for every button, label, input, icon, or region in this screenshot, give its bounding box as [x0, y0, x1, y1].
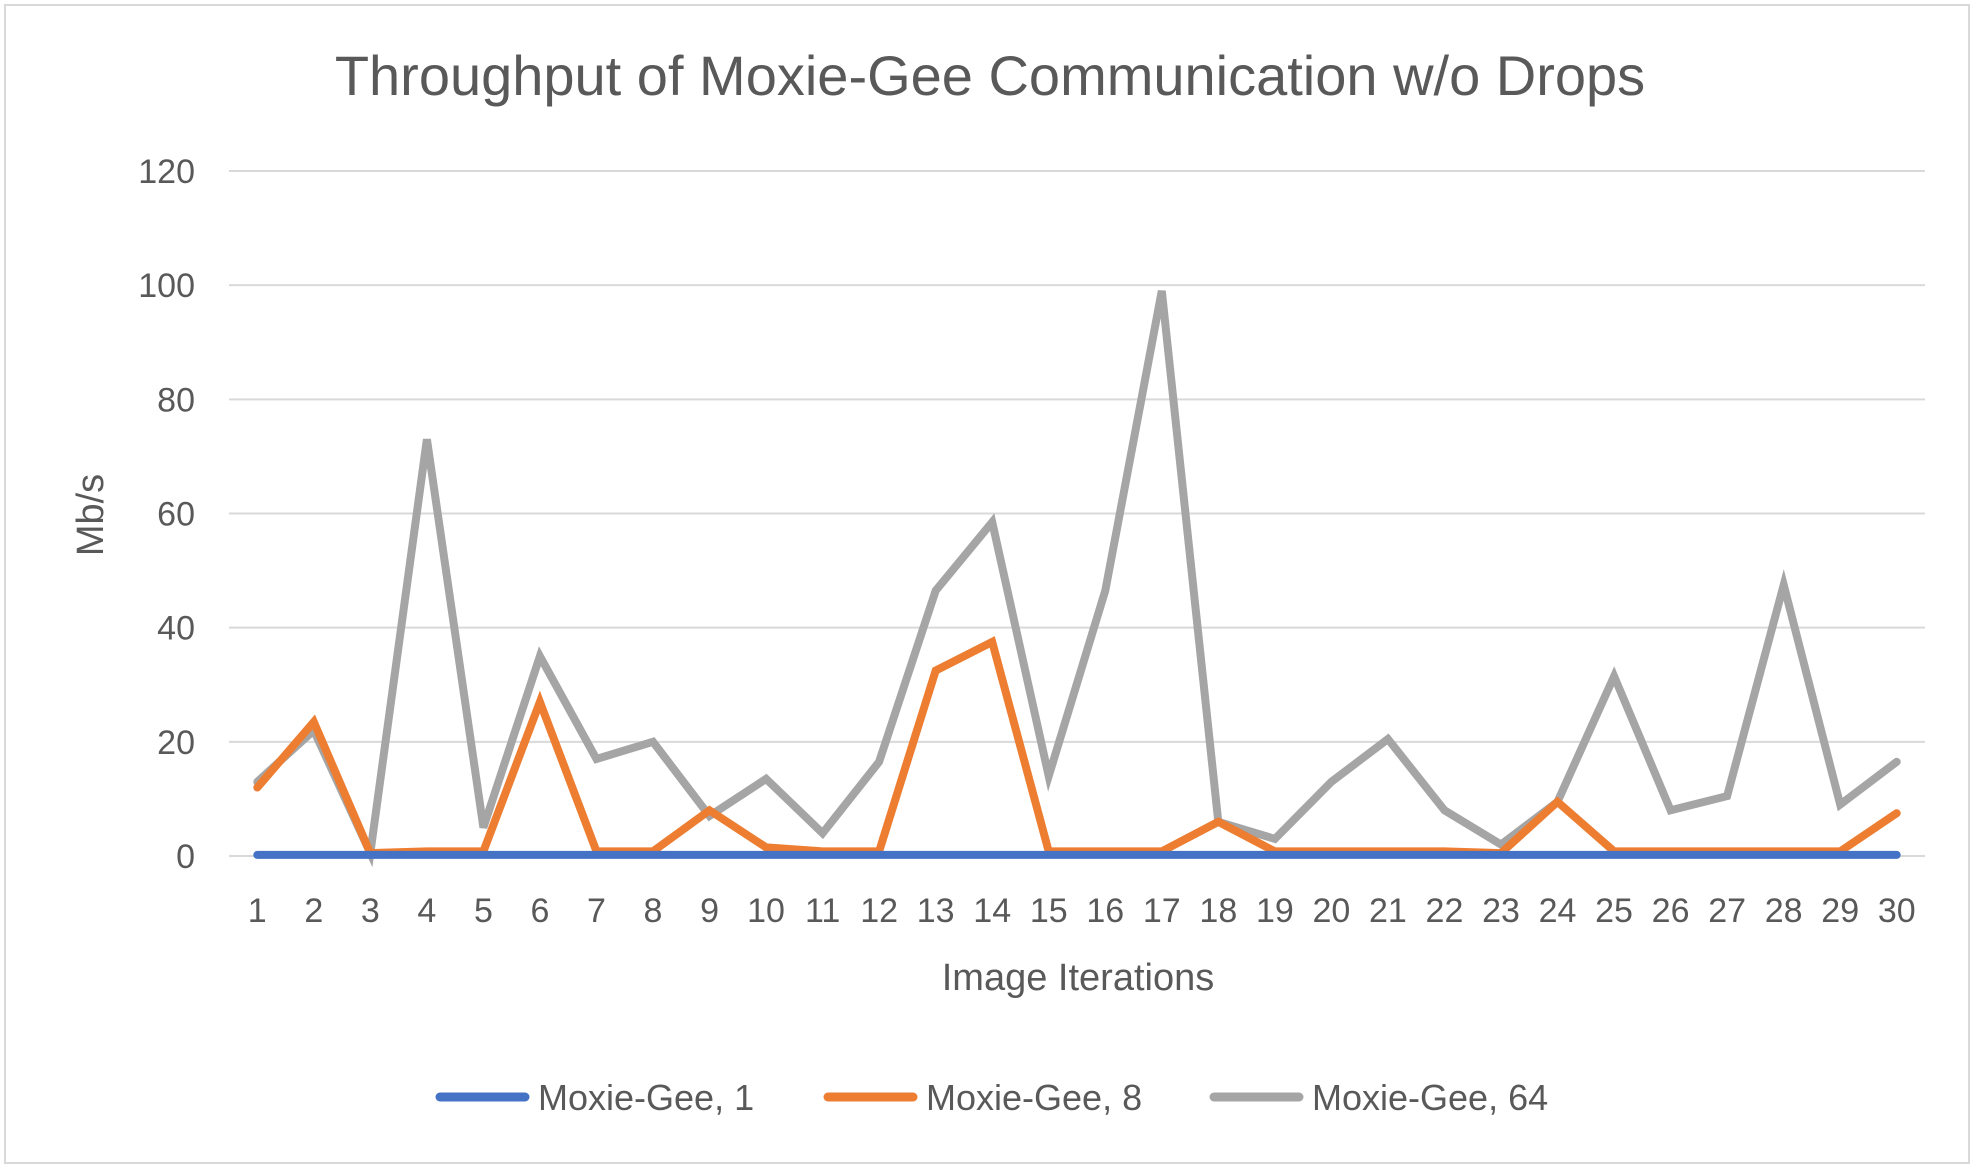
- y-axis-ticks: 0 20 40 60 80 100 120: [138, 153, 195, 876]
- y-tick-label: 80: [157, 381, 195, 419]
- x-tick-label: 5: [474, 892, 493, 930]
- x-tick-label: 29: [1821, 892, 1859, 930]
- chart-title: Throughput of Moxie-Gee Communication w/…: [335, 44, 1645, 107]
- x-tick-label: 10: [747, 892, 785, 930]
- x-tick-label: 16: [1086, 892, 1124, 930]
- y-tick-label: 60: [157, 496, 195, 534]
- x-tick-label: 6: [530, 892, 549, 930]
- x-tick-label: 19: [1256, 892, 1294, 930]
- x-tick-label: 20: [1312, 892, 1350, 930]
- x-tick-label: 24: [1539, 892, 1577, 930]
- legend-label: Moxie-Gee, 64: [1312, 1077, 1548, 1118]
- y-tick-label: 20: [157, 724, 195, 762]
- legend-item: Moxie-Gee, 64: [1209, 1077, 1548, 1118]
- legend: Moxie-Gee, 1 Moxie-Gee, 8 Moxie-Gee, 64: [435, 1077, 1548, 1118]
- x-tick-label: 27: [1708, 892, 1746, 930]
- x-tick-label: 11: [805, 892, 840, 930]
- x-tick-label: 14: [973, 892, 1011, 930]
- x-tick-label: 15: [1030, 892, 1068, 930]
- x-tick-label: 3: [361, 892, 380, 930]
- y-tick-label: 120: [138, 153, 195, 191]
- legend-label: Moxie-Gee, 8: [926, 1077, 1142, 1118]
- legend-item: Moxie-Gee, 1: [435, 1077, 754, 1118]
- x-axis-label: Image Iterations: [942, 957, 1214, 999]
- x-tick-label: 25: [1595, 892, 1633, 930]
- x-tick-label: 30: [1878, 892, 1916, 930]
- x-tick-label: 22: [1426, 892, 1464, 930]
- x-tick-label: 28: [1765, 892, 1803, 930]
- series-line-moxie-gee-64: [253, 290, 1901, 868]
- series-lines: [253, 290, 1901, 868]
- x-tick-label: 1: [248, 892, 267, 930]
- y-tick-label: 100: [138, 267, 195, 305]
- x-tick-label: 26: [1652, 892, 1690, 930]
- legend-item: Moxie-Gee, 8: [823, 1077, 1142, 1118]
- x-tick-label: 4: [417, 892, 436, 930]
- x-tick-label: 8: [644, 892, 663, 930]
- y-tick-label: 40: [157, 610, 195, 648]
- x-tick-label: 18: [1199, 892, 1237, 930]
- gridlines: [229, 170, 1925, 857]
- y-tick-label: 0: [176, 838, 195, 876]
- x-tick-label: 12: [860, 892, 898, 930]
- chart-frame: [4, 4, 1970, 1164]
- x-tick-label: 9: [700, 892, 719, 930]
- y-axis-label: Mb/s: [70, 474, 112, 556]
- x-axis-ticks: 1 2 3 4 5 6 7 8 9 10 11 12 13 14 15 16 17 18 19 20 21 22 23 24 2…: [248, 892, 1916, 930]
- x-tick-label: 17: [1143, 892, 1181, 930]
- x-tick-label: 7: [587, 892, 606, 930]
- legend-label: Moxie-Gee, 1: [538, 1077, 754, 1118]
- x-tick-label: 21: [1369, 892, 1407, 930]
- x-tick-label: 13: [917, 892, 955, 930]
- x-tick-label: 23: [1482, 892, 1520, 930]
- x-tick-label: 2: [304, 892, 323, 930]
